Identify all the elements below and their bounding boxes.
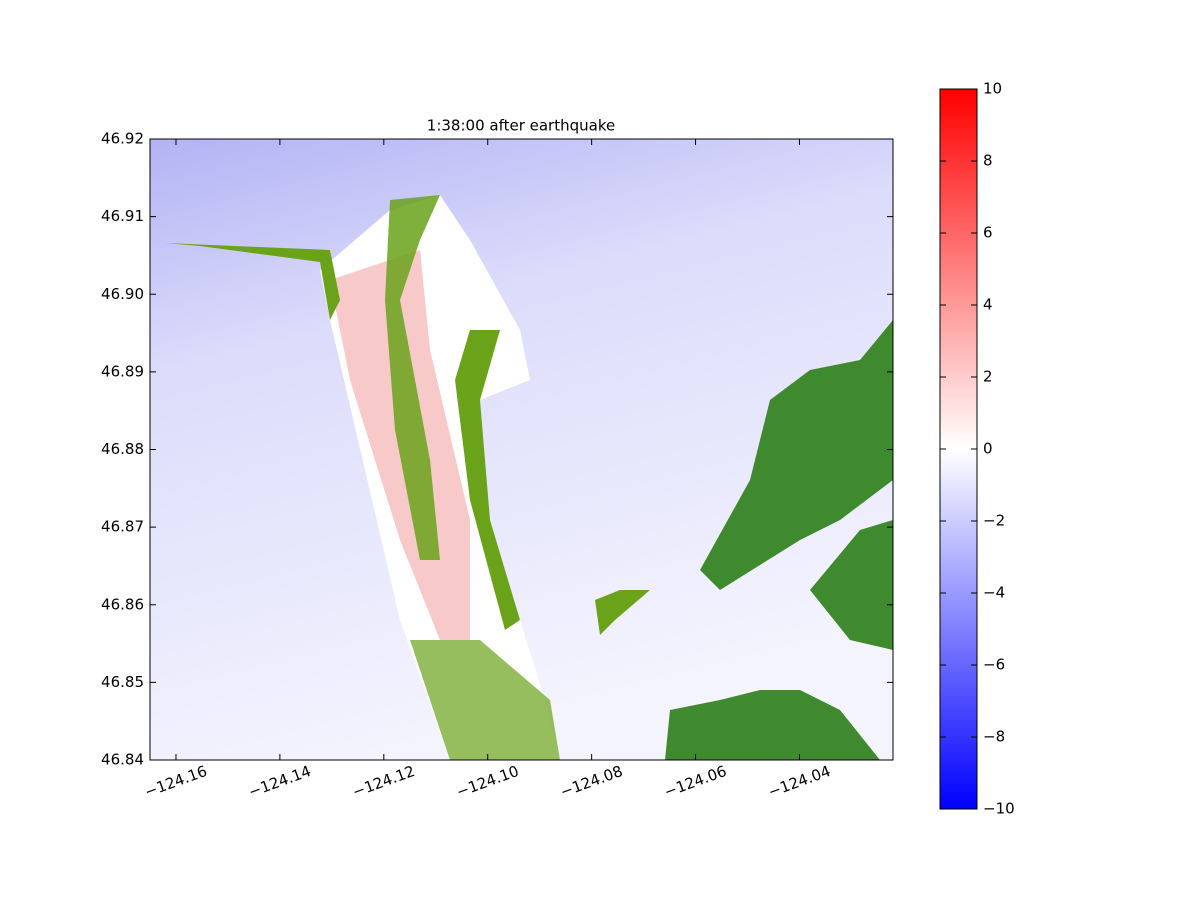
x-tick-label: −124.12 [350, 762, 417, 801]
x-tick-label: −124.10 [454, 762, 521, 801]
y-tick-label: 46.90 [101, 285, 144, 303]
x-tick-label: −124.06 [662, 762, 729, 801]
x-tick-label: −124.04 [766, 762, 833, 801]
colorbar-tick-label: 8 [983, 152, 993, 170]
colorbar-tick-label: 10 [983, 80, 1002, 98]
y-tick-label: 46.92 [101, 130, 144, 148]
colorbar-tick-label: −8 [983, 728, 1005, 746]
y-tick-label: 46.89 [101, 362, 144, 380]
y-tick-label: 46.91 [101, 207, 144, 225]
y-tick-label: 46.87 [101, 518, 144, 536]
colorbar-tick-label: −4 [983, 584, 1005, 602]
chart-title: 1:38:00 after earthquake [427, 117, 615, 135]
colorbar-tick-label: −10 [983, 800, 1015, 818]
colorbar-tick-label: −2 [983, 512, 1005, 530]
x-tick-label: −124.08 [558, 762, 625, 801]
x-tick-label: −124.14 [246, 762, 313, 801]
colorbar-tick-label: 4 [983, 296, 993, 314]
y-tick-label: 46.88 [101, 440, 144, 458]
colorbar-tick-label: 0 [983, 440, 993, 458]
colorbar-tick-label: 6 [983, 224, 993, 242]
colorbar-tick-label: −6 [983, 656, 1005, 674]
y-tick-label: 46.86 [101, 595, 144, 613]
y-tick-label: 46.84 [101, 751, 144, 769]
colorbar-tick-label: 2 [983, 368, 993, 386]
map-image [150, 139, 893, 760]
y-tick-label: 46.85 [101, 673, 144, 691]
x-tick-label: −124.16 [142, 762, 209, 801]
